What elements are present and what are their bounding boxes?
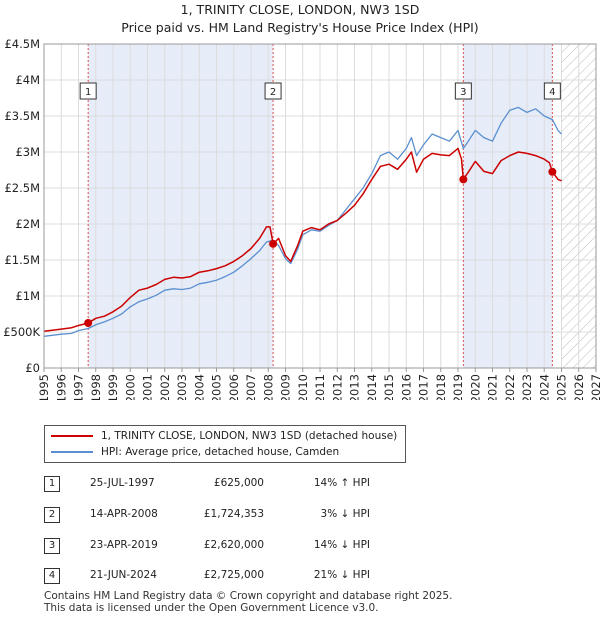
x-tick-label: 2024 <box>537 374 551 400</box>
sale-point <box>459 175 468 184</box>
transaction-date: 21-JUN-2024 <box>90 569 157 581</box>
x-tick-label: 2009 <box>279 374 293 400</box>
sale-point <box>269 239 278 248</box>
sale-marker-label: 3 <box>460 87 466 98</box>
chart-title: 1, TRINITY CLOSE, LONDON, NW3 1SD <box>180 2 420 17</box>
x-tick-label: 2008 <box>261 374 275 400</box>
transaction-row: 4 21-JUN-2024 £2,725,000 21% ↓ HPI <box>0 566 600 588</box>
sale-marker-label: 1 <box>85 87 91 98</box>
x-tick-label: 2001 <box>141 374 155 400</box>
x-tick-label: 2023 <box>520 374 534 400</box>
chart-subtitle: Price paid vs. HM Land Registry's House … <box>121 20 479 35</box>
footer-licence: This data is licensed under the Open Gov… <box>44 602 379 614</box>
legend-label-hpi: HPI: Average price, detached house, Camd… <box>101 446 340 458</box>
y-tick-label: £0 <box>25 361 40 375</box>
transaction-price: £625,000 <box>213 477 264 489</box>
x-tick-label: 2005 <box>210 374 224 400</box>
x-tick-label: 2000 <box>123 374 137 400</box>
transaction-hpi: 14% ↓ HPI <box>313 539 370 551</box>
y-tick-label: £1M <box>15 289 40 303</box>
x-tick-label: 2012 <box>330 374 344 400</box>
legend-swatch-property <box>51 435 93 437</box>
transaction-number: 2 <box>44 507 60 523</box>
transaction-date: 25-JUL-1997 <box>90 477 155 489</box>
transaction-row: 3 23-APR-2019 £2,620,000 14% ↓ HPI <box>0 536 600 558</box>
x-tick-label: 2002 <box>158 374 172 400</box>
x-tick-label: 2016 <box>399 374 413 400</box>
transaction-date: 14-APR-2008 <box>90 508 158 520</box>
x-tick-label: 2020 <box>468 374 482 400</box>
x-tick-label: 2011 <box>313 374 327 400</box>
transaction-hpi: 3% ↓ HPI <box>320 508 370 520</box>
x-tick-label: 2010 <box>296 374 310 400</box>
y-tick-label: £1.5M <box>4 253 40 267</box>
sale-point <box>548 167 557 176</box>
x-tick-label: 1996 <box>54 374 68 400</box>
x-tick-label: 1997 <box>72 374 86 400</box>
transaction-row: 2 14-APR-2008 £1,724,353 3% ↓ HPI <box>0 505 600 527</box>
footer-copyright: Contains HM Land Registry data © Crown c… <box>44 590 453 602</box>
transaction-number: 3 <box>44 538 60 554</box>
x-tick-label: 2021 <box>486 374 500 400</box>
transaction-number: 1 <box>44 476 60 492</box>
x-tick-label: 2007 <box>244 374 258 400</box>
sale-marker-box <box>543 82 561 100</box>
y-tick-label: £3M <box>15 145 40 159</box>
transaction-number: 4 <box>44 568 60 584</box>
price-chart: 1 2 3 4 £0 £500K £1M £1.5M £2M £2.5M £3M £3.5M £4M £… <box>3 37 600 400</box>
x-tick-label: 2018 <box>434 374 448 400</box>
y-tick-label: £500K <box>3 325 40 339</box>
x-tick-label: 2004 <box>192 374 206 400</box>
legend-item-hpi: HPI: Average price, detached house, Camd… <box>51 445 339 459</box>
legend-label-property: 1, TRINITY CLOSE, LONDON, NW3 1SD (detac… <box>101 430 398 442</box>
ownership-period-shade <box>463 44 553 368</box>
x-tick-label: 1999 <box>106 374 120 400</box>
y-tick-label: £2M <box>15 217 40 231</box>
sale-marker-box <box>264 82 282 100</box>
x-tick-label: 2006 <box>227 374 241 400</box>
transaction-hpi: 21% ↓ HPI <box>313 569 370 581</box>
transaction-hpi: 14% ↑ HPI <box>313 477 370 489</box>
chart-legend: 1, TRINITY CLOSE, LONDON, NW3 1SD (detac… <box>44 425 406 463</box>
sale-point <box>84 319 93 327</box>
sale-marker-label: 2 <box>270 87 276 98</box>
sale-marker-box <box>79 82 97 100</box>
x-tick-label: 2003 <box>175 374 189 400</box>
x-tick-label: 1995 <box>37 374 51 400</box>
x-tick-label: 2014 <box>365 374 379 400</box>
x-tick-label: 1998 <box>89 374 103 400</box>
transaction-date: 23-APR-2019 <box>90 539 158 551</box>
transaction-row: 1 25-JUL-1997 £625,000 14% ↑ HPI <box>0 474 600 496</box>
y-tick-label: £4M <box>15 73 40 87</box>
hpi-line <box>43 106 562 337</box>
x-tick-label: 2013 <box>348 374 362 400</box>
x-tick-label: 2017 <box>417 374 431 400</box>
legend-item-property: 1, TRINITY CLOSE, LONDON, NW3 1SD (detac… <box>51 429 397 443</box>
y-tick-label: £3.5M <box>4 109 40 123</box>
transaction-price: £1,724,353 <box>203 508 264 520</box>
sale-marker-box <box>454 82 472 100</box>
x-tick-label: 2022 <box>503 374 517 400</box>
transaction-price: £2,620,000 <box>203 539 264 551</box>
x-tick-label: 2027 <box>589 374 600 400</box>
sale-marker-label: 4 <box>549 87 555 98</box>
legend-swatch-hpi <box>51 451 93 453</box>
property-price-line <box>43 147 562 333</box>
y-tick-label: £2.5M <box>4 181 40 195</box>
x-tick-label: 2026 <box>572 374 586 400</box>
x-tick-label: 2015 <box>382 374 396 400</box>
ownership-period-shade <box>88 44 274 368</box>
transaction-price: £2,725,000 <box>203 569 264 581</box>
y-tick-label: £4.5M <box>4 37 40 51</box>
x-tick-label: 2019 <box>451 374 465 400</box>
x-tick-label: 2025 <box>555 374 569 400</box>
